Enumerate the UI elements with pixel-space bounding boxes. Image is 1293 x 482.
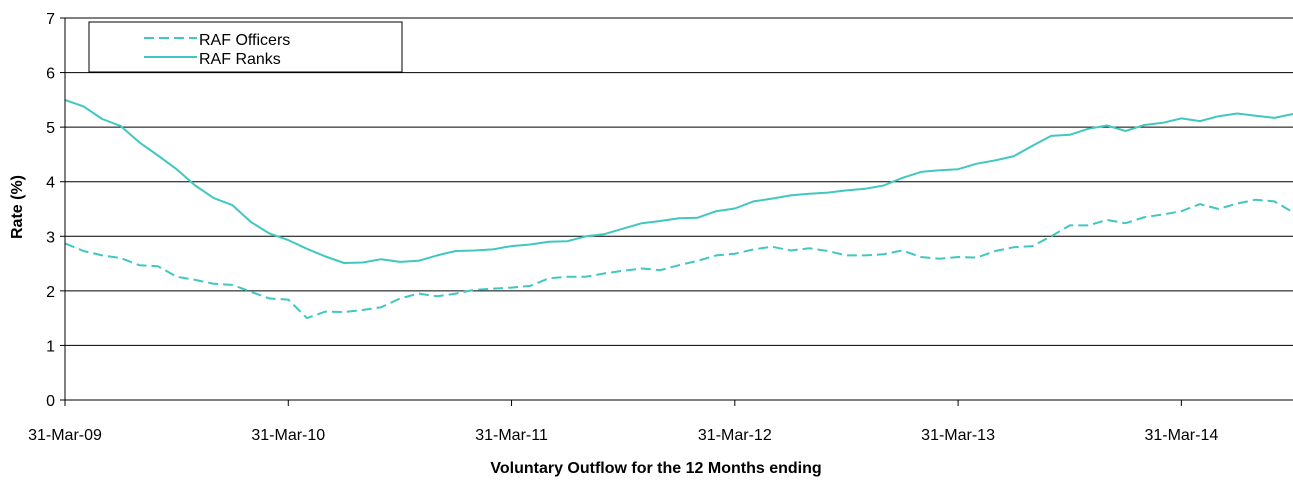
x-tick-label: 31-Mar-10 [251,427,325,444]
x-tick-label: 31-Mar-14 [1144,427,1218,444]
x-tick-label: 31-Mar-12 [698,427,772,444]
series-lines [64,98,1293,320]
y-tick-label: 4 [46,175,55,192]
y-tick-label: 3 [46,229,55,246]
series-line-raf-officers [64,198,1293,320]
x-tick-label: 31-Mar-09 [28,427,102,444]
y-tick-label: 6 [46,66,55,83]
legend-label-ranks: RAF Ranks [199,51,281,68]
y-tick-label: 2 [46,284,55,301]
series-line-raf-ranks [64,98,1293,264]
y-tick-label: 1 [46,338,55,355]
legend: RAF Officers RAF Ranks [88,21,403,73]
y-tick-label: 5 [46,120,55,137]
y-axis-title: Rate (%) [9,175,26,239]
axes: 0 1 2 3 4 5 6 7 31-Mar-09 31-Mar-10 31-Mar-11 31-Ma… [28,11,1293,444]
legend-label-officers: RAF Officers [199,32,290,49]
x-axis-title: Voluntary Outflow for the 12 Months endi… [490,460,821,477]
gridlines [65,17,1293,346]
y-tick-label: 7 [46,11,55,28]
legend-box [88,21,403,73]
x-tick-label: 31-Mar-11 [475,427,548,444]
y-tick-label: 0 [46,393,55,410]
x-tick-label: 31-Mar-13 [921,427,995,444]
